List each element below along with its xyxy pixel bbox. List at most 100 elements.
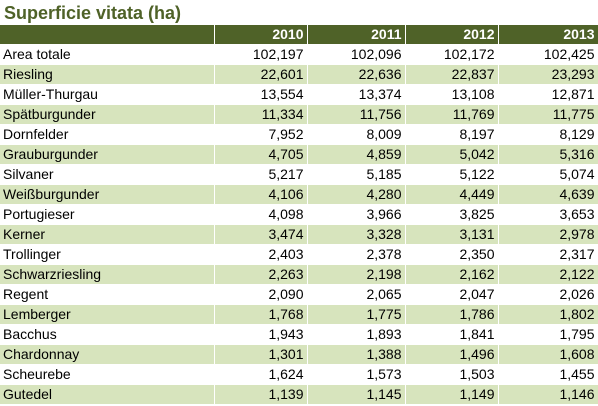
value-cell-2013: 23,293 [498,64,598,85]
value-cell-2010: 1,943 [214,324,308,345]
value-cell-2011: 4,280 [307,184,406,205]
row-label: Bacchus [0,324,215,345]
value-cell-2011: 2,378 [307,244,406,265]
value-cell-2010: 2,263 [214,264,308,285]
value-cell-2010: 1,139 [214,384,308,405]
header-cell-2011: 2011 [307,25,406,45]
table-row: Kerner 3,474 3,328 3,131 2,978 [0,224,598,245]
table-row: Silvaner 5,217 5,185 5,122 5,074 [0,164,598,185]
header-row: 2010 2011 2012 2013 [0,25,598,45]
value-cell-2011: 3,966 [307,204,406,225]
value-cell-2012: 5,122 [405,164,499,185]
value-cell-2013: 1,795 [498,324,598,345]
table-row: Müller-Thurgau 13,554 13,374 13,108 12,871 [0,84,598,105]
value-cell-2012: 22,837 [405,64,499,85]
value-cell-2012: 2,350 [405,244,499,265]
value-cell-2013: 12,871 [498,84,598,105]
value-cell-2010: 2,090 [214,284,308,305]
value-cell-2012: 4,449 [405,184,499,205]
header-cell-2012: 2012 [405,25,499,45]
value-cell-2013: 2,978 [498,224,598,245]
row-label: Regent [0,284,215,305]
value-cell-2012: 2,162 [405,264,499,285]
value-cell-2013: 1,802 [498,304,598,325]
table-row: Spätburgunder 11,334 11,756 11,769 11,775 [0,104,598,125]
value-cell-2013: 2,026 [498,284,598,305]
value-cell-2010: 102,197 [214,44,308,65]
value-cell-2012: 1,496 [405,344,499,365]
value-cell-2013: 102,425 [498,44,598,65]
value-cell-2011: 3,328 [307,224,406,245]
value-cell-2010: 1,301 [214,344,308,365]
table-row: Area totale 102,197 102,096 102,172 102,425 [0,44,598,65]
header-cell-2013: 2013 [498,25,598,45]
value-cell-2010: 3,474 [214,224,308,245]
row-label: Müller-Thurgau [0,84,215,105]
value-cell-2012: 102,172 [405,44,499,65]
value-cell-2010: 7,952 [214,124,308,145]
value-cell-2012: 13,108 [405,84,499,105]
value-cell-2011: 4,859 [307,144,406,165]
value-cell-2012: 2,047 [405,284,499,305]
table-row: Grauburgunder 4,705 4,859 5,042 5,316 [0,144,598,165]
value-cell-2010: 13,554 [214,84,308,105]
value-cell-2011: 1,893 [307,324,406,345]
table-body: Area totale 102,197 102,096 102,172 102,425 R… [0,44,598,405]
row-label: Trollinger [0,244,215,265]
value-cell-2013: 8,129 [498,124,598,145]
row-label: Riesling [0,64,215,85]
value-cell-2011: 22,636 [307,64,406,85]
table-row: Regent 2,090 2,065 2,047 2,026 [0,284,598,305]
table-row: Weißburgunder 4,106 4,280 4,449 4,639 [0,184,598,205]
header-cell-variety [0,25,215,45]
value-cell-2012: 3,131 [405,224,499,245]
table-row: Gutedel 1,139 1,145 1,149 1,146 [0,384,598,405]
row-label: Chardonnay [0,344,215,365]
table-row: Chardonnay 1,301 1,388 1,496 1,608 [0,344,598,365]
table-row: Schwarzriesling 2,263 2,198 2,162 2,122 [0,264,598,285]
table-row: Trollinger 2,403 2,378 2,350 2,317 [0,244,598,265]
value-cell-2012: 8,197 [405,124,499,145]
value-cell-2010: 1,768 [214,304,308,325]
value-cell-2011: 8,009 [307,124,406,145]
value-cell-2010: 1,624 [214,364,308,385]
value-cell-2013: 4,639 [498,184,598,205]
value-cell-2013: 1,146 [498,384,598,405]
value-cell-2011: 1,573 [307,364,406,385]
value-cell-2010: 2,403 [214,244,308,265]
value-cell-2011: 1,388 [307,344,406,365]
value-cell-2010: 22,601 [214,64,308,85]
value-cell-2013: 5,074 [498,164,598,185]
value-cell-2011: 102,096 [307,44,406,65]
table-row: Lemberger 1,768 1,775 1,786 1,802 [0,304,598,325]
table-row: Portugieser 4,098 3,966 3,825 3,653 [0,204,598,225]
row-label: Dornfelder [0,124,215,145]
row-label: Spätburgunder [0,104,215,125]
row-label: Gutedel [0,384,215,405]
row-label: Weißburgunder [0,184,215,205]
value-cell-2013: 1,455 [498,364,598,385]
value-cell-2011: 2,198 [307,264,406,285]
row-label: Grauburgunder [0,144,215,165]
value-cell-2010: 4,705 [214,144,308,165]
table-row: Scheurebe 1,624 1,573 1,503 1,455 [0,364,598,385]
value-cell-2012: 11,769 [405,104,499,125]
row-label: Schwarzriesling [0,264,215,285]
header-cell-2010: 2010 [214,25,308,45]
row-label: Area totale [0,44,215,65]
table-row: Dornfelder 7,952 8,009 8,197 8,129 [0,124,598,145]
row-label: Lemberger [0,304,215,325]
table-row: Riesling 22,601 22,636 22,837 23,293 [0,64,598,85]
value-cell-2010: 5,217 [214,164,308,185]
row-label: Kerner [0,224,215,245]
value-cell-2013: 3,653 [498,204,598,225]
value-cell-2010: 4,098 [214,204,308,225]
table-title: Superficie vitata (ha) [4,3,182,23]
value-cell-2011: 11,756 [307,104,406,125]
value-cell-2012: 3,825 [405,204,499,225]
value-cell-2013: 2,122 [498,264,598,285]
row-label: Scheurebe [0,364,215,385]
value-cell-2012: 1,503 [405,364,499,385]
value-cell-2011: 2,065 [307,284,406,305]
